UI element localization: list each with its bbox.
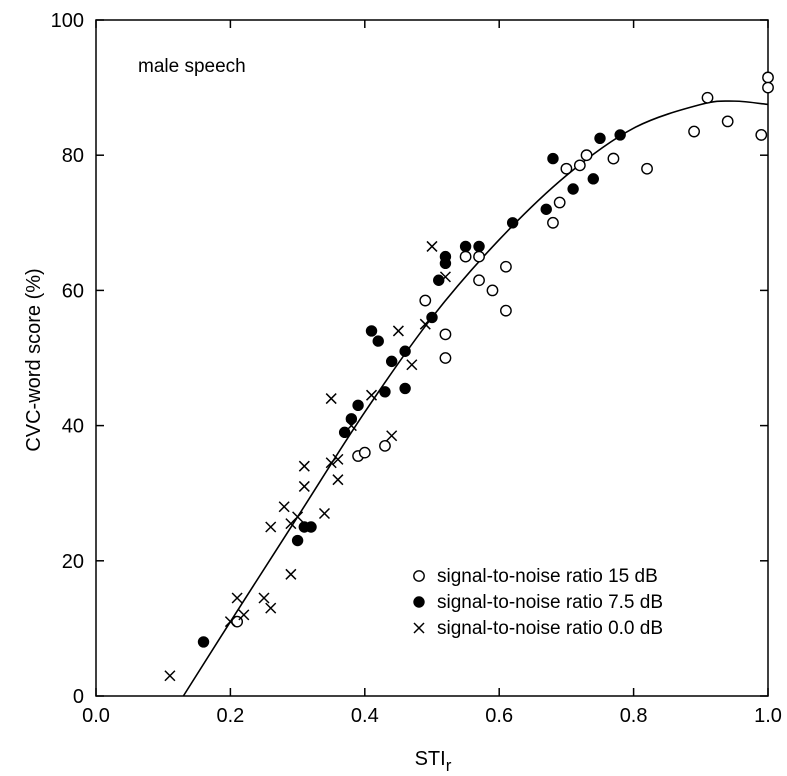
legend-label: signal-to-noise ratio 7.5 dB	[437, 592, 663, 613]
legend-label: signal-to-noise ratio 0.0 dB	[437, 618, 663, 639]
data-point	[573, 159, 586, 172]
data-point	[506, 217, 519, 229]
data-point	[406, 359, 418, 371]
x-tick-label: 0.2	[216, 705, 244, 727]
data-point	[345, 413, 358, 425]
data-point	[721, 115, 734, 128]
data-point	[231, 592, 243, 604]
data-point	[365, 325, 378, 337]
data-point	[486, 284, 499, 297]
data-point	[379, 439, 391, 452]
data-point	[298, 460, 310, 472]
data-point	[547, 216, 559, 229]
y-axis-title: CVC-word score (%)	[23, 268, 45, 451]
y-tick-label: 0	[73, 686, 84, 708]
data-point	[439, 250, 452, 263]
y-tick-label: 100	[51, 10, 84, 32]
data-point	[688, 125, 700, 138]
data-point	[762, 81, 774, 94]
data-point	[278, 501, 290, 513]
x-tick-label: 0.4	[351, 705, 379, 727]
data-point	[580, 149, 593, 162]
data-point	[365, 389, 378, 401]
legend-marker	[413, 596, 425, 608]
data-point	[587, 173, 599, 185]
x-axis-title: STIr	[415, 748, 452, 775]
data-point	[439, 328, 452, 341]
data-point	[265, 521, 277, 533]
data-point	[473, 240, 485, 253]
data-point	[352, 399, 364, 412]
data-point	[197, 636, 210, 648]
data-point	[325, 393, 337, 405]
data-point	[419, 318, 431, 330]
data-point	[473, 274, 485, 287]
data-point	[164, 670, 176, 682]
data-point	[285, 568, 297, 580]
y-tick-label: 40	[62, 416, 84, 438]
data-point	[567, 183, 579, 195]
data-point	[318, 507, 331, 520]
data-point	[332, 453, 344, 465]
data-point	[500, 260, 512, 273]
plot-frame	[95, 19, 769, 697]
data-point	[553, 196, 566, 209]
x-tick-label: 0.6	[485, 705, 513, 727]
y-tick-label: 20	[62, 551, 84, 573]
legend-marker	[413, 622, 425, 634]
data-point	[419, 294, 432, 307]
legend-marker	[413, 570, 425, 582]
data-point	[291, 534, 304, 547]
data-point	[439, 352, 452, 364]
data-point	[305, 521, 317, 533]
data-point	[238, 609, 250, 621]
data-point	[358, 446, 371, 459]
data-point	[224, 616, 236, 628]
y-tick-label: 60	[62, 280, 84, 302]
data-point	[459, 240, 472, 253]
series-3	[164, 240, 451, 682]
data-point	[473, 250, 485, 263]
data-point	[399, 382, 411, 395]
data-point	[385, 355, 398, 368]
legend-label: signal-to-noise ratio 15 dB	[437, 566, 658, 587]
data-point	[755, 129, 768, 141]
data-point	[379, 386, 391, 398]
data-point	[762, 71, 774, 84]
series-2	[197, 129, 626, 648]
data-point	[399, 345, 411, 357]
data-point	[392, 325, 404, 337]
y-tick-label: 80	[62, 145, 84, 167]
x-tick-label: 1.0	[754, 705, 782, 727]
data-point	[459, 250, 472, 263]
data-point	[258, 592, 270, 604]
fit-curve	[182, 100, 769, 697]
data-point	[540, 203, 552, 215]
data-point	[500, 304, 512, 317]
data-point	[439, 271, 451, 283]
data-point	[433, 274, 445, 286]
x-tick-label: 0.0	[82, 705, 110, 727]
data-point	[607, 152, 620, 165]
data-point	[325, 457, 337, 469]
data-point	[386, 430, 398, 442]
data-point	[345, 420, 357, 432]
data-point	[560, 162, 573, 175]
data-point	[594, 132, 606, 145]
data-point	[298, 480, 310, 492]
data-point	[641, 162, 653, 175]
data-point	[372, 335, 384, 347]
data-point	[265, 602, 277, 614]
annotation-male-speech: male speech	[138, 56, 246, 77]
data-point	[547, 152, 559, 165]
data-point	[332, 474, 344, 486]
data-point	[701, 91, 714, 104]
x-tick-label: 0.8	[620, 705, 648, 727]
series-1	[231, 71, 774, 628]
data-point	[426, 240, 438, 252]
data-point	[292, 511, 304, 523]
data-point	[614, 129, 626, 141]
